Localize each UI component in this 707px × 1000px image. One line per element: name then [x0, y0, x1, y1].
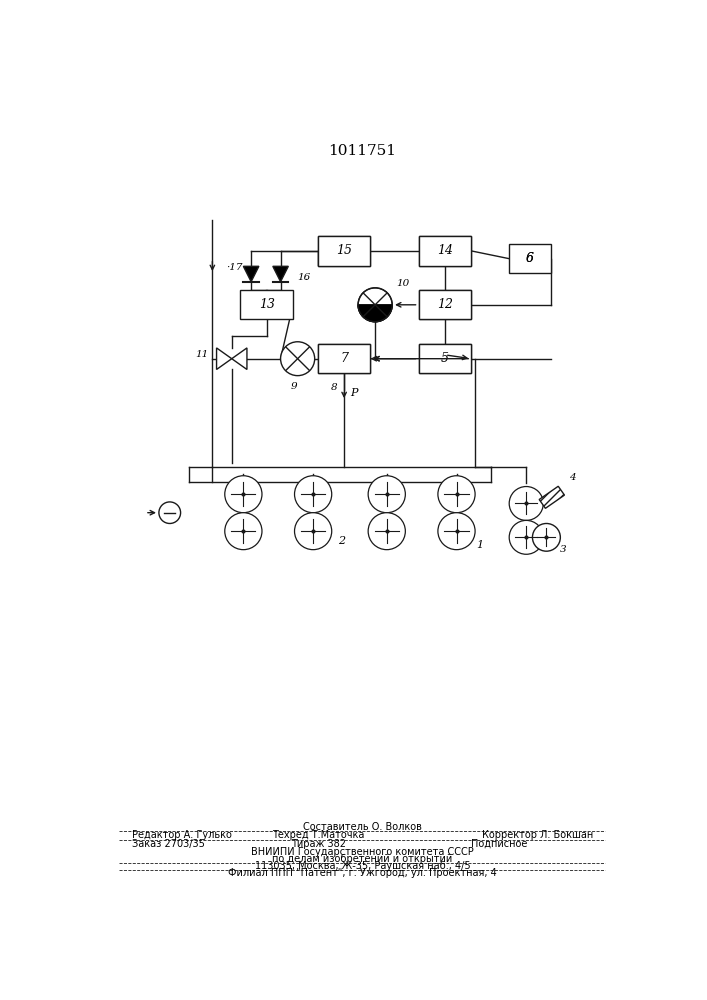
Polygon shape [243, 266, 259, 282]
Text: 14: 14 [437, 244, 453, 257]
Text: 11: 11 [195, 350, 209, 359]
Text: .: . [304, 273, 307, 282]
Circle shape [358, 288, 392, 322]
Bar [419, 290, 472, 319]
Bar [419, 236, 472, 266]
Text: 10: 10 [396, 279, 409, 288]
Text: ВНИИПИ Государственного комитета СССР: ВНИИПИ Государственного комитета СССР [251, 847, 474, 857]
Circle shape [438, 476, 475, 513]
Text: Подписное: Подписное [471, 839, 527, 849]
Text: 1011751: 1011751 [328, 144, 396, 158]
Text: 15: 15 [336, 244, 352, 257]
Circle shape [368, 476, 405, 513]
Text: 5: 5 [441, 352, 449, 365]
Text: 1: 1 [477, 540, 484, 550]
Text: 9: 9 [291, 382, 297, 391]
Polygon shape [273, 266, 288, 282]
Bar [240, 290, 293, 319]
Text: Тираж 382: Тираж 382 [291, 839, 346, 849]
Text: по делам изобретений и открытий: по делам изобретений и открытий [272, 854, 452, 864]
Text: Редактор А. Гулько: Редактор А. Гулько [132, 830, 232, 840]
Polygon shape [358, 305, 392, 322]
Circle shape [532, 523, 561, 551]
Circle shape [159, 502, 180, 523]
Bar [419, 236, 472, 266]
Polygon shape [539, 486, 564, 508]
Text: 6: 6 [526, 252, 534, 265]
Bar [509, 244, 551, 273]
Text: 8: 8 [332, 383, 338, 392]
Text: 113035, Москва, Ж-35, Раушская наб., 4/5: 113035, Москва, Ж-35, Раушская наб., 4/5 [255, 861, 470, 871]
Bar [317, 236, 370, 266]
Circle shape [281, 342, 315, 376]
Text: Корректор Л. Бокшан: Корректор Л. Бокшан [482, 830, 593, 840]
Text: 7: 7 [340, 352, 348, 365]
Text: Техред Т.Маточка: Техред Т.Маточка [272, 830, 365, 840]
Bar [317, 236, 370, 266]
Text: 12: 12 [437, 298, 453, 311]
Text: 4: 4 [569, 473, 575, 482]
Text: Составитель О. Волков: Составитель О. Волков [303, 822, 422, 832]
Bar [419, 344, 472, 373]
Circle shape [438, 513, 475, 550]
Polygon shape [232, 348, 247, 369]
Text: 16: 16 [298, 273, 311, 282]
Text: Филиал ППП "Патент", г. Ужгород, ул. Проектная, 4: Филиал ППП "Патент", г. Ужгород, ул. Про… [228, 868, 497, 878]
Circle shape [225, 476, 262, 513]
Circle shape [509, 520, 543, 554]
Text: 6: 6 [526, 252, 534, 265]
Bar [317, 344, 370, 373]
Polygon shape [216, 348, 232, 369]
Text: Заказ 2703/35: Заказ 2703/35 [132, 839, 205, 849]
Circle shape [509, 487, 543, 520]
Bar [317, 344, 370, 373]
Text: ·17: ·17 [226, 263, 243, 272]
Text: 2: 2 [338, 536, 345, 546]
Bar [419, 344, 472, 373]
Circle shape [368, 513, 405, 550]
Circle shape [295, 513, 332, 550]
Bar [419, 290, 472, 319]
Text: P: P [351, 388, 358, 398]
Circle shape [295, 476, 332, 513]
Text: 3: 3 [561, 545, 567, 554]
Text: 13: 13 [259, 298, 274, 311]
Circle shape [225, 513, 262, 550]
